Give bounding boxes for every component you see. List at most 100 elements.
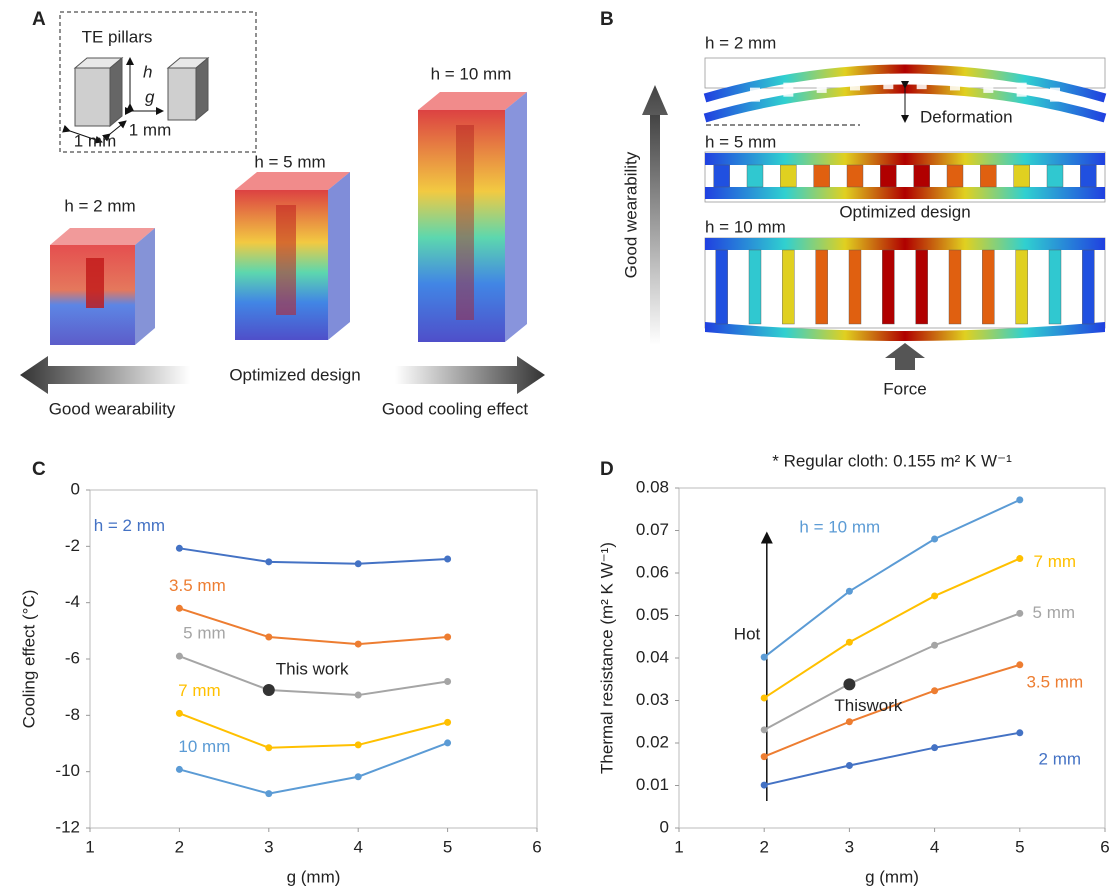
rung [916,75,927,90]
right-text: Good cooling effect [382,399,528,418]
outline [704,151,1106,203]
rung [750,87,760,102]
pillar [195,56,209,122]
series-label: 10 mm [178,737,230,756]
beam [703,64,1107,103]
rung [880,164,897,188]
block [505,92,527,342]
y-axis-label: Thermal resistance (m² K W⁻¹) [597,542,616,774]
y-tick-label: 0.03 [636,690,669,709]
point [1016,661,1024,669]
series-line [763,498,1021,658]
point [760,753,768,761]
y-tick-label: -10 [55,761,80,780]
rung [983,78,994,93]
series-line [763,731,1020,787]
annotation: Hot [734,624,761,643]
x-tick-label: 1 [85,837,94,856]
block [328,172,350,340]
rungs [713,75,1097,325]
point [265,790,273,798]
y-tick-label: 0 [660,817,669,836]
rung [948,249,962,325]
panel-a: A TE pillars h g 1 mm 1 mm h = 2 mm h = … [20,9,545,418]
force-arrow [885,343,925,370]
inset-h: h [143,62,152,81]
y-tick-label: 0.05 [636,605,669,624]
pillar [167,67,197,121]
point [175,544,183,552]
center-text: Optimized design [229,365,360,384]
width-arrow [62,124,103,144]
x-tick-label: 4 [353,837,362,856]
pillar [456,125,474,320]
block [135,228,155,345]
rung [1082,249,1095,325]
plot-frame [678,487,1106,829]
x-tick-label: 3 [845,837,854,856]
right-arrow [395,356,545,394]
force-text: Force [883,379,926,398]
point [354,741,362,749]
point [175,709,183,717]
point [845,718,853,726]
panel-label: D [600,459,614,480]
rung [882,249,895,325]
x-tick-label: 3 [264,837,273,856]
rung [783,82,794,97]
block-label: h = 10 mm [431,64,512,83]
point [1016,609,1024,617]
series-label: 7 mm [178,681,221,700]
series-label: 3.5 mm [1026,672,1083,691]
rung [1050,87,1060,102]
point [931,744,939,752]
panel-label: A [32,9,46,30]
rung [915,249,928,325]
wearability-arrow [650,115,660,345]
rung [813,164,830,188]
y-tick-label: -12 [55,817,80,836]
point [931,592,939,600]
rung [1015,249,1028,325]
point [354,691,362,699]
y-tick-label: 0 [71,479,80,498]
beam [705,187,1105,199]
point [354,640,362,648]
charts: C-12-10-8-6-4-201 2 3 4 5 6g (mm)Cooling effe… [19,451,1109,886]
inset-width: 1 mm [74,131,117,150]
y-tick-label: 0.07 [636,520,669,539]
x-tick-label: 2 [175,837,184,856]
point [265,633,273,641]
rung [1046,164,1064,188]
series-line [179,742,448,795]
beam [705,153,1105,165]
highlight-label: Thiswork [834,696,903,715]
block [235,172,350,190]
series-label: 7 mm [1034,552,1077,571]
rung [780,164,797,188]
series-line [179,607,448,646]
series-label: 5 mm [183,624,226,643]
left-arrow [20,356,190,394]
series-label: 2 mm [1039,749,1082,768]
rung [850,76,860,91]
point [354,560,362,568]
point [760,781,768,789]
rung [980,164,997,188]
beam-label: h = 10 mm [705,217,786,236]
y-tick-label: 0.02 [636,732,669,751]
point [845,762,853,770]
series-label: h = 2 mm [94,516,165,535]
series-line [179,547,448,565]
point [760,694,768,702]
x-tick-label: 1 [674,837,683,856]
series-label: 3.5 mm [169,576,226,595]
inset-box [59,11,257,153]
rung [782,249,795,325]
block [418,110,505,342]
wearability-arrow [642,85,668,345]
point [444,718,452,726]
series-line [179,712,448,749]
point [1016,496,1024,504]
